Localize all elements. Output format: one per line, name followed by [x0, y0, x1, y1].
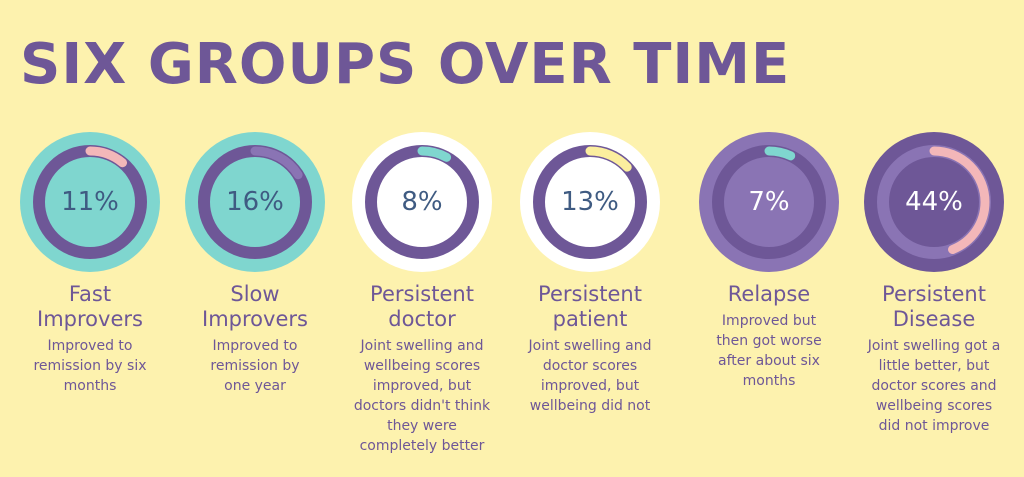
group-persistent-doctor: 8% Persistent doctor Joint swelling and …: [338, 132, 506, 456]
donut-chart: 11%: [20, 132, 160, 272]
donut-chart: 16%: [185, 132, 325, 272]
group-name: Persistent patient: [538, 282, 642, 331]
group-description: Joint swelling and wellbeing scores impr…: [353, 338, 491, 454]
group-name: Slow Improvers: [202, 282, 308, 331]
group-name: Relapse: [727, 282, 811, 306]
group-description: Joint swelling and doctor scores improve…: [528, 338, 652, 414]
group-slow-improvers: 16% Slow Improvers Improved to remission…: [171, 132, 339, 396]
donut-progress-arc: [34, 146, 146, 258]
donut-chart: 44%: [864, 132, 1004, 272]
donut-chart: 7%: [699, 132, 839, 272]
group-percent: 11%: [61, 187, 119, 217]
donut-chart: 8%: [352, 132, 492, 272]
group-percent: 13%: [561, 187, 619, 217]
group-name: Persistent Disease: [882, 282, 986, 331]
donut-progress-arc: [713, 146, 825, 258]
group-fast-improvers: 11% Fast Improvers Improved to remission…: [6, 132, 174, 396]
group-percent: 7%: [748, 187, 790, 217]
group-persistent-disease: 44% Persistent Disease Joint swelling go…: [850, 132, 1018, 436]
group-description: Joint swelling got a little better, but …: [867, 338, 1001, 434]
group-percent: 8%: [401, 187, 443, 217]
donut-chart: 13%: [520, 132, 660, 272]
donut-progress-arc: [366, 146, 478, 258]
group-description: Improved to remission by six months: [33, 338, 147, 394]
group-percent: 16%: [226, 187, 284, 217]
group-description: Improved to remission by one year: [210, 338, 300, 394]
page-title: SIX GROUPS OVER TIME: [20, 32, 791, 97]
group-persistent-patient: 13% Persistent patient Joint swelling an…: [506, 132, 674, 416]
group-name: Persistent doctor: [370, 282, 474, 331]
group-name: Fast Improvers: [37, 282, 143, 331]
donut-progress-arc: [199, 146, 311, 258]
group-relapse: 7% Relapse Improved but then got worse a…: [685, 132, 853, 391]
group-percent: 44%: [905, 187, 963, 217]
group-description: Improved but then got worse after about …: [716, 313, 822, 389]
donut-progress-arc: [878, 146, 990, 258]
donut-progress-arc: [534, 146, 646, 258]
